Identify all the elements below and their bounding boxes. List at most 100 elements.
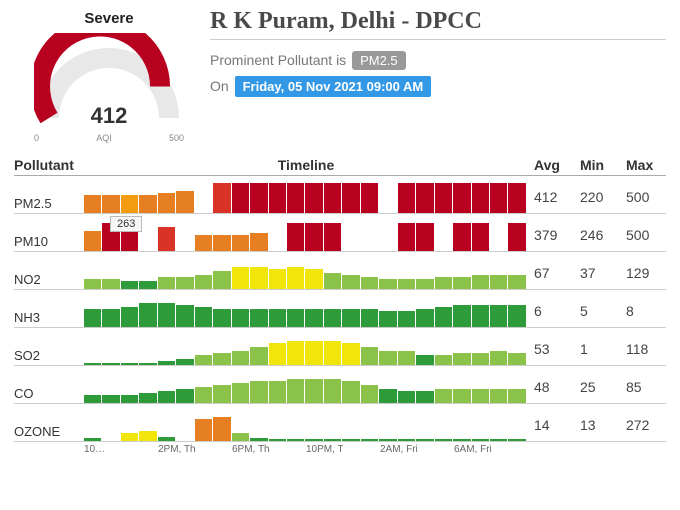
bar[interactable] — [305, 223, 322, 251]
bar[interactable] — [232, 235, 249, 251]
bar[interactable] — [84, 395, 101, 403]
bar[interactable] — [398, 351, 415, 365]
timeline-bars[interactable] — [84, 215, 528, 251]
bar[interactable] — [453, 353, 470, 365]
bar[interactable] — [305, 309, 322, 327]
bar[interactable] — [435, 355, 452, 365]
bar[interactable] — [490, 305, 507, 327]
bar[interactable] — [250, 183, 267, 213]
bar[interactable] — [324, 379, 341, 403]
bar[interactable] — [416, 439, 433, 441]
bar[interactable] — [158, 227, 175, 251]
bar[interactable] — [139, 431, 156, 441]
bar[interactable] — [232, 309, 249, 327]
bar[interactable] — [232, 433, 249, 441]
bar[interactable] — [176, 359, 193, 365]
bar[interactable] — [472, 275, 489, 289]
bar[interactable] — [84, 195, 101, 213]
bar[interactable] — [84, 279, 101, 289]
bar[interactable] — [102, 309, 119, 327]
bar[interactable] — [139, 303, 156, 327]
bar[interactable] — [379, 389, 396, 403]
bar[interactable] — [361, 385, 378, 403]
timeline-bars[interactable] — [84, 367, 528, 403]
bar[interactable] — [176, 277, 193, 289]
bar[interactable] — [490, 439, 507, 441]
bar[interactable] — [361, 309, 378, 327]
bar[interactable] — [121, 395, 138, 403]
bar[interactable] — [379, 311, 396, 327]
bar[interactable] — [250, 347, 267, 365]
bar[interactable] — [342, 381, 359, 403]
bar[interactable] — [416, 391, 433, 403]
bar[interactable] — [435, 389, 452, 403]
bar[interactable] — [176, 305, 193, 327]
bar[interactable] — [102, 279, 119, 289]
bar[interactable] — [139, 393, 156, 403]
bar[interactable] — [342, 309, 359, 327]
bar[interactable] — [269, 309, 286, 327]
bar[interactable] — [287, 223, 304, 251]
bar[interactable] — [472, 305, 489, 327]
bar[interactable] — [453, 389, 470, 403]
bar[interactable] — [472, 389, 489, 403]
bar[interactable] — [324, 309, 341, 327]
bar[interactable] — [121, 195, 138, 213]
bar[interactable] — [305, 269, 322, 289]
bar[interactable] — [508, 305, 525, 327]
bar[interactable] — [121, 433, 138, 441]
bar[interactable] — [324, 341, 341, 365]
timeline-bars[interactable] — [84, 177, 528, 213]
bar[interactable] — [361, 347, 378, 365]
bar[interactable] — [287, 379, 304, 403]
bar[interactable] — [416, 183, 433, 213]
bar[interactable] — [102, 395, 119, 403]
bar[interactable] — [472, 353, 489, 365]
bar[interactable] — [305, 183, 322, 213]
bar[interactable] — [305, 379, 322, 403]
bar[interactable] — [195, 387, 212, 403]
bar[interactable] — [213, 385, 230, 403]
bar[interactable] — [158, 361, 175, 365]
bar[interactable] — [453, 305, 470, 327]
bar[interactable] — [250, 309, 267, 327]
bar[interactable] — [121, 363, 138, 365]
bar[interactable] — [195, 307, 212, 327]
bar[interactable] — [472, 439, 489, 441]
bar[interactable] — [379, 439, 396, 441]
bar[interactable] — [84, 309, 101, 327]
bar[interactable] — [102, 363, 119, 365]
bar[interactable] — [102, 195, 119, 213]
bar[interactable] — [269, 343, 286, 365]
timeline-bars[interactable] — [84, 405, 528, 441]
bar[interactable] — [472, 183, 489, 213]
bar[interactable] — [453, 183, 470, 213]
bar[interactable] — [139, 195, 156, 213]
bar[interactable] — [305, 439, 322, 441]
bar[interactable] — [416, 223, 433, 251]
bar[interactable] — [342, 439, 359, 441]
bar[interactable] — [324, 273, 341, 289]
timeline-bars[interactable] — [84, 329, 528, 365]
bar[interactable] — [84, 231, 101, 251]
bar[interactable] — [158, 437, 175, 441]
bar[interactable] — [324, 439, 341, 441]
bar[interactable] — [213, 309, 230, 327]
bar[interactable] — [158, 303, 175, 327]
bar[interactable] — [269, 269, 286, 289]
bar[interactable] — [158, 277, 175, 289]
bar[interactable] — [269, 439, 286, 441]
bar[interactable] — [435, 277, 452, 289]
bar[interactable] — [121, 281, 138, 289]
bar[interactable] — [158, 193, 175, 213]
bar[interactable] — [305, 341, 322, 365]
bar[interactable] — [232, 183, 249, 213]
bar[interactable] — [508, 223, 525, 251]
bar[interactable] — [121, 307, 138, 327]
bar[interactable] — [490, 183, 507, 213]
bar[interactable] — [398, 439, 415, 441]
bar[interactable] — [213, 353, 230, 365]
bar[interactable] — [453, 277, 470, 289]
bar[interactable] — [379, 279, 396, 289]
bar[interactable] — [213, 271, 230, 289]
